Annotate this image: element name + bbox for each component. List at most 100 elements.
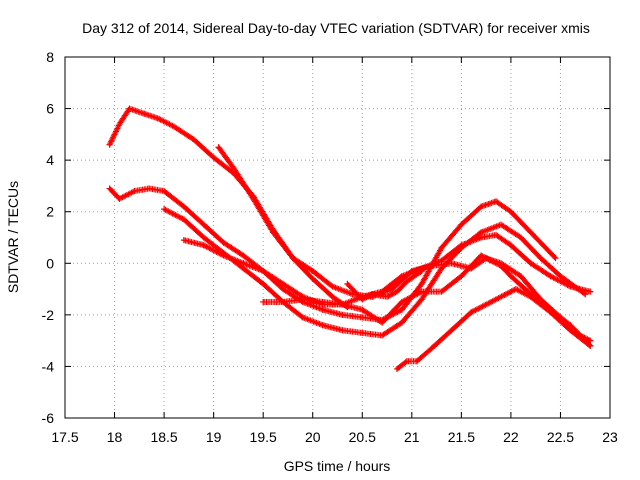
data-point	[552, 255, 559, 262]
marker-trace	[106, 105, 351, 311]
data-point	[527, 229, 534, 236]
data-point	[270, 229, 277, 236]
data-point	[106, 141, 113, 148]
data-point	[507, 208, 514, 215]
x-tick-label: 18	[107, 429, 123, 445]
data-point	[488, 298, 495, 305]
data-point	[200, 221, 207, 228]
data-point	[309, 268, 316, 275]
data-point	[458, 221, 465, 228]
data-point	[493, 198, 500, 205]
data-point	[438, 288, 445, 295]
y-tick-label: 6	[46, 101, 54, 117]
data-point	[507, 273, 514, 280]
data-point	[517, 234, 524, 241]
data-point	[240, 252, 247, 259]
y-tick-label: -2	[42, 307, 55, 323]
x-tick-label: 21.5	[448, 429, 475, 445]
data-point	[171, 123, 177, 130]
data-point	[517, 273, 524, 280]
data-point	[240, 260, 247, 267]
data-point	[512, 286, 519, 293]
x-axis-label: GPS time / hours	[284, 458, 391, 474]
data-point	[190, 136, 197, 143]
data-point	[527, 260, 534, 267]
data-point	[220, 239, 227, 246]
marker-trace	[215, 144, 594, 344]
data-point	[180, 237, 187, 244]
data-point	[220, 252, 227, 259]
data-point	[260, 268, 267, 275]
data-point	[413, 358, 420, 365]
x-tick-label: 19.5	[250, 429, 277, 445]
data-point	[339, 327, 346, 334]
data-point	[418, 296, 425, 303]
grid	[65, 57, 610, 418]
y-tick-label: -4	[42, 358, 55, 374]
data-point	[215, 144, 222, 151]
data-point	[557, 273, 564, 280]
data-point	[131, 188, 138, 195]
series-track-7	[344, 268, 425, 303]
y-tick-label: -6	[42, 410, 55, 426]
data-point	[493, 231, 500, 238]
data-point	[389, 286, 395, 293]
data-point	[502, 291, 509, 298]
data-point	[458, 273, 465, 280]
data-point	[260, 280, 267, 287]
data-point	[210, 154, 217, 161]
data-point	[180, 203, 187, 210]
data-point	[379, 319, 386, 326]
data-point	[339, 301, 346, 308]
data-point	[309, 275, 316, 282]
series-track-3	[161, 206, 589, 339]
data-point	[369, 291, 376, 298]
data-point	[339, 311, 346, 318]
data-point	[403, 278, 410, 285]
data-point	[567, 327, 574, 334]
data-point	[106, 185, 113, 192]
data-point	[448, 327, 455, 334]
data-point	[398, 319, 405, 326]
data-point	[478, 229, 485, 236]
y-axis-label: SDTVAR / TECUs	[5, 181, 21, 293]
data-point	[344, 280, 351, 287]
axis-ticks: 17.5 18 18.5 19 19.5 20 20.5 21 21.5 22 22.5 23-6-4…	[42, 49, 618, 445]
data-point	[567, 322, 574, 329]
data-point	[299, 314, 306, 321]
chart-title: Day 312 of 2014, Sidereal Day-to-day VTE…	[82, 20, 590, 36]
data-point	[329, 283, 336, 290]
x-tick-label: 20.5	[349, 429, 376, 445]
data-point	[319, 298, 326, 305]
y-tick-label: 8	[46, 49, 54, 65]
data-point	[250, 195, 257, 202]
series-track-5	[215, 144, 594, 344]
data-point	[359, 314, 366, 321]
data-point	[156, 115, 163, 122]
data-point	[408, 268, 415, 275]
data-point	[280, 280, 286, 287]
data-point	[398, 306, 405, 313]
data-point	[299, 296, 306, 303]
data-point	[180, 216, 187, 223]
data-point	[359, 296, 366, 303]
x-tick-label: 20	[305, 429, 321, 445]
data-point	[418, 288, 425, 295]
data-point	[161, 188, 168, 195]
series-track-6	[260, 252, 594, 349]
data-point	[359, 329, 366, 336]
data-point	[116, 195, 123, 202]
x-tick-label: 22.5	[547, 429, 574, 445]
data-series	[106, 105, 594, 373]
data-point	[507, 242, 514, 249]
data-point	[200, 242, 207, 249]
data-point	[141, 110, 148, 117]
data-point	[319, 306, 326, 313]
plot-frame	[64, 56, 611, 419]
data-point	[478, 203, 485, 210]
x-tick-label: 18.5	[150, 429, 177, 445]
data-point	[280, 286, 286, 293]
data-point	[349, 291, 356, 298]
y-tick-label: 4	[46, 152, 54, 168]
